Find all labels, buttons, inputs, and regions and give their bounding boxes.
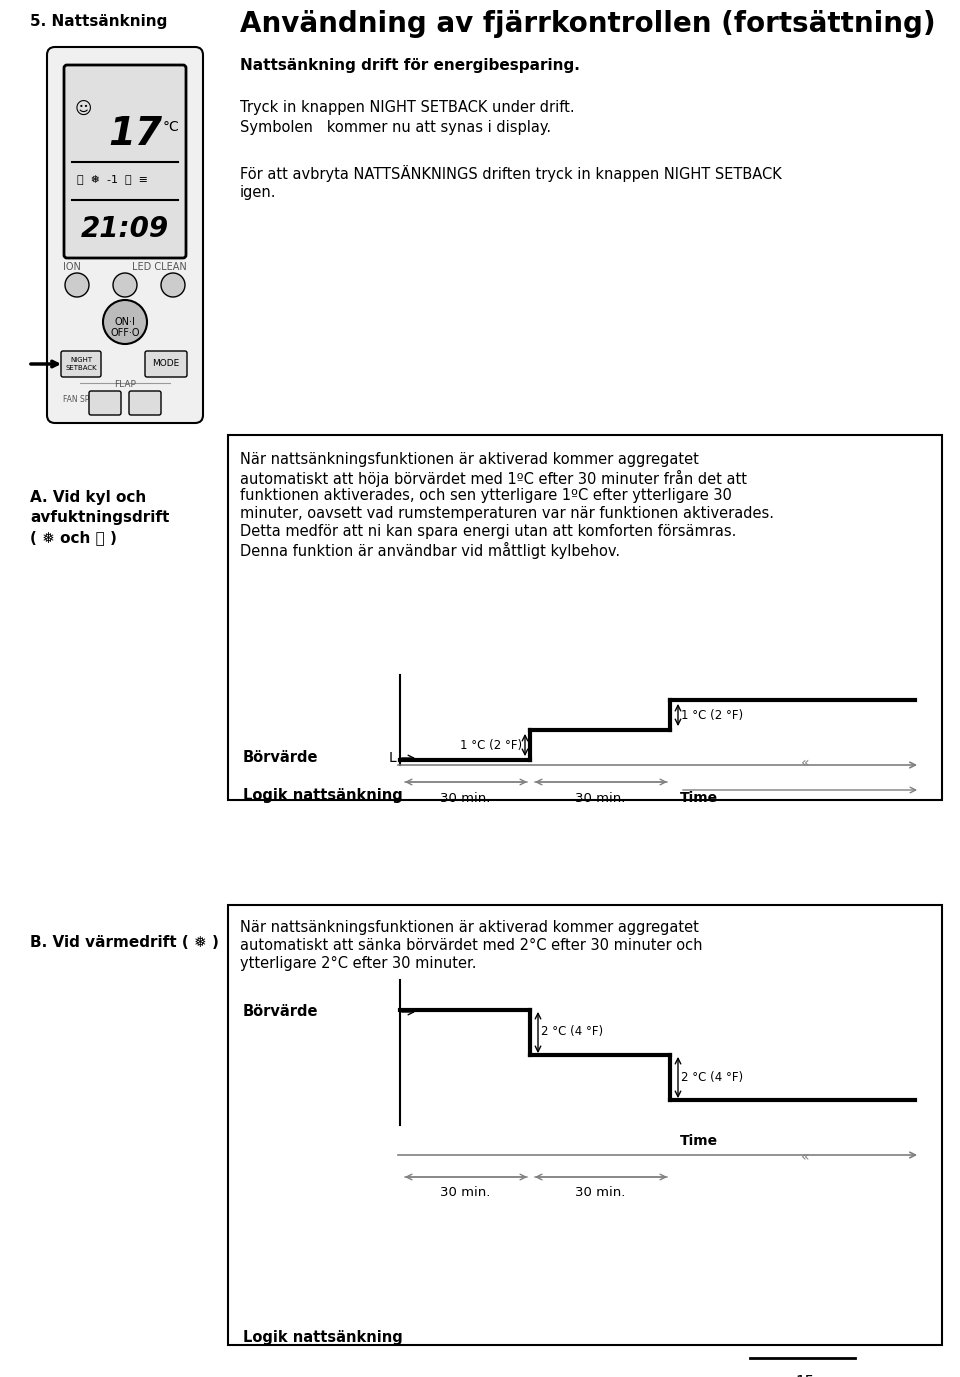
- FancyBboxPatch shape: [129, 391, 161, 414]
- FancyBboxPatch shape: [47, 47, 203, 423]
- Text: MODE: MODE: [153, 359, 180, 369]
- Text: ⦶  ❅  -1  ⦶  ≡: ⦶ ❅ -1 ⦶ ≡: [77, 175, 148, 185]
- Text: funktionen aktiverades, och sen ytterligare 1ºC efter ytterligare 30: funktionen aktiverades, och sen ytterlig…: [240, 487, 732, 503]
- Text: ON·I: ON·I: [114, 317, 135, 326]
- FancyBboxPatch shape: [64, 65, 186, 257]
- Text: ☺: ☺: [74, 101, 92, 118]
- Text: 30 min.: 30 min.: [575, 1187, 625, 1199]
- Text: 15: 15: [796, 1376, 815, 1377]
- Circle shape: [65, 273, 89, 297]
- Text: Användning av fjärrkontrollen (fortsättning): Användning av fjärrkontrollen (fortsättn…: [240, 10, 936, 39]
- Text: L: L: [388, 750, 396, 766]
- Text: Logik nattsänkning: Logik nattsänkning: [243, 788, 403, 803]
- Text: B. Vid värmedrift ( ❅ ): B. Vid värmedrift ( ❅ ): [30, 935, 219, 950]
- Text: «: «: [801, 756, 809, 770]
- Text: NIGHT
SETBACK: NIGHT SETBACK: [65, 357, 97, 370]
- Text: När nattsänkningsfunktionen är aktiverad kommer aggregatet: När nattsänkningsfunktionen är aktiverad…: [240, 452, 699, 467]
- FancyBboxPatch shape: [145, 351, 187, 377]
- Text: Börvärde: Börvärde: [243, 1004, 319, 1019]
- Text: automatiskt att sänka börvärdet med 2°C efter 30 minuter och: automatiskt att sänka börvärdet med 2°C …: [240, 938, 703, 953]
- Text: FAN SPEED: FAN SPEED: [63, 395, 105, 403]
- Text: OFF·O: OFF·O: [110, 328, 140, 337]
- Text: Tryck in knappen NIGHT SETBACK under drift.: Tryck in knappen NIGHT SETBACK under dri…: [240, 101, 575, 116]
- FancyBboxPatch shape: [89, 391, 121, 414]
- Text: 2 °C (4 °F): 2 °C (4 °F): [681, 1070, 743, 1084]
- Circle shape: [113, 273, 137, 297]
- Text: igen.: igen.: [240, 185, 276, 200]
- Text: Denna funktion är användbar vid måttligt kylbehov.: Denna funktion är användbar vid måttligt…: [240, 543, 620, 559]
- Text: ( ❅ och ⦶ ): ( ❅ och ⦶ ): [30, 530, 117, 545]
- Text: avfuktningsdrift: avfuktningsdrift: [30, 509, 169, 525]
- Text: 5. Nattsänkning: 5. Nattsänkning: [30, 14, 167, 29]
- Text: Börvärde: Börvärde: [243, 750, 319, 766]
- Text: När nattsänkningsfunktionen är aktiverad kommer aggregatet: När nattsänkningsfunktionen är aktiverad…: [240, 920, 699, 935]
- Text: «: «: [801, 1150, 809, 1164]
- Text: 1 °C (2 °F): 1 °C (2 °F): [681, 709, 743, 722]
- Text: °C: °C: [163, 120, 180, 134]
- FancyBboxPatch shape: [228, 905, 942, 1345]
- Text: Detta medför att ni kan spara energi utan att komforten försämras.: Detta medför att ni kan spara energi uta…: [240, 525, 736, 538]
- Text: Time: Time: [680, 790, 718, 806]
- Text: Time: Time: [680, 1135, 718, 1148]
- Text: För att avbryta NATTSÄNKNINGS driften tryck in knappen NIGHT SETBACK: För att avbryta NATTSÄNKNINGS driften tr…: [240, 165, 781, 182]
- Text: A. Vid kyl och: A. Vid kyl och: [30, 490, 146, 505]
- Text: ION: ION: [63, 262, 81, 273]
- Text: minuter, oavsett vad rumstemperaturen var när funktionen aktiverades.: minuter, oavsett vad rumstemperaturen va…: [240, 505, 774, 521]
- Text: Symbolen   kommer nu att synas i display.: Symbolen kommer nu att synas i display.: [240, 120, 551, 135]
- Text: FLAP: FLAP: [114, 380, 136, 388]
- Text: LED CLEAN: LED CLEAN: [132, 262, 187, 273]
- Text: 30 min.: 30 min.: [575, 792, 625, 804]
- Text: 30 min.: 30 min.: [440, 1187, 491, 1199]
- Text: 17: 17: [108, 116, 162, 153]
- Text: 1 °C (2 °F): 1 °C (2 °F): [460, 738, 522, 752]
- FancyBboxPatch shape: [228, 435, 942, 800]
- Text: Nattsänkning drift för energibesparing.: Nattsänkning drift för energibesparing.: [240, 58, 580, 73]
- Text: 21:09: 21:09: [81, 215, 169, 242]
- Text: automatiskt att höja börvärdet med 1ºC efter 30 minuter från det att: automatiskt att höja börvärdet med 1ºC e…: [240, 470, 747, 487]
- Circle shape: [161, 273, 185, 297]
- Text: 30 min.: 30 min.: [440, 792, 491, 804]
- Text: ytterligare 2°C efter 30 minuter.: ytterligare 2°C efter 30 minuter.: [240, 956, 476, 971]
- Text: Logik nattsänkning: Logik nattsänkning: [243, 1330, 403, 1345]
- Circle shape: [103, 300, 147, 344]
- FancyBboxPatch shape: [61, 351, 101, 377]
- Text: 2 °C (4 °F): 2 °C (4 °F): [541, 1026, 603, 1038]
